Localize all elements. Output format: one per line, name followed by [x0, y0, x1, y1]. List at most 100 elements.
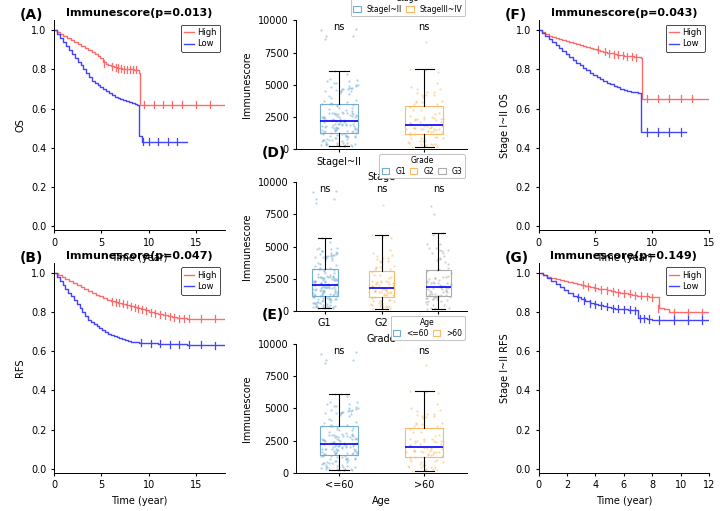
Point	[400, 125, 412, 133]
Point	[421, 305, 433, 313]
Point	[431, 79, 443, 87]
Point	[347, 127, 359, 135]
Point	[325, 116, 337, 124]
Point	[330, 86, 342, 94]
Point	[349, 454, 361, 462]
Point	[428, 125, 439, 133]
Point	[334, 411, 346, 419]
Point	[342, 84, 354, 92]
Point	[423, 244, 434, 252]
Point	[427, 278, 438, 286]
Point	[341, 132, 352, 140]
Point	[341, 135, 353, 143]
Point	[403, 463, 415, 471]
Point	[418, 112, 430, 121]
Point	[343, 406, 355, 414]
Point	[409, 447, 420, 455]
Point	[427, 284, 438, 292]
Point	[406, 467, 418, 475]
Point	[327, 438, 338, 446]
Point	[320, 252, 332, 260]
Point	[429, 293, 441, 301]
Point	[331, 102, 343, 110]
Point	[343, 400, 355, 408]
Point	[426, 249, 438, 257]
Point	[369, 265, 380, 273]
Point	[337, 108, 348, 116]
Point	[434, 254, 446, 262]
Point	[330, 294, 341, 303]
Point	[425, 140, 436, 148]
Point	[374, 271, 385, 279]
Point	[329, 389, 341, 398]
Point	[320, 32, 332, 40]
Point	[443, 272, 454, 281]
Point	[378, 285, 390, 293]
Title: Immunescore(p=0.047): Immunescore(p=0.047)	[66, 251, 212, 261]
Point	[311, 298, 323, 306]
Point	[317, 281, 328, 289]
Point	[322, 273, 333, 282]
Point	[415, 136, 426, 145]
Point	[325, 83, 337, 91]
Point	[341, 449, 353, 457]
Text: ns: ns	[418, 22, 430, 32]
Point	[410, 99, 422, 107]
Point	[436, 247, 447, 255]
Point	[334, 440, 346, 449]
Point	[330, 301, 341, 310]
Point	[351, 434, 362, 442]
Point	[318, 276, 329, 284]
Point	[326, 422, 338, 430]
Point	[348, 122, 359, 130]
Point	[436, 445, 448, 453]
Point	[376, 285, 387, 293]
Point	[325, 129, 337, 137]
Point	[371, 256, 382, 264]
Point	[435, 282, 446, 290]
Point	[335, 409, 346, 417]
Point	[330, 123, 341, 131]
Point	[431, 116, 442, 124]
Point	[427, 230, 438, 239]
Point	[417, 90, 428, 99]
Point	[411, 407, 423, 415]
Point	[346, 128, 357, 136]
Point	[325, 245, 337, 253]
Point	[441, 278, 453, 287]
Point	[347, 449, 359, 457]
Point	[418, 448, 429, 456]
Point	[422, 300, 433, 308]
Point	[323, 303, 335, 311]
Point	[317, 136, 328, 144]
Point	[420, 388, 432, 396]
Point	[317, 274, 328, 282]
Point	[415, 460, 426, 469]
Point	[427, 465, 438, 473]
Point	[441, 296, 453, 304]
Point	[341, 106, 352, 114]
Point	[351, 448, 363, 456]
Point	[349, 132, 361, 140]
Point	[324, 75, 336, 83]
Title: Immunescore(p=0.149): Immunescore(p=0.149)	[551, 251, 698, 261]
Point	[331, 280, 343, 288]
Point	[349, 125, 361, 133]
Point	[421, 410, 433, 418]
Point	[311, 245, 323, 253]
Text: ns: ns	[319, 184, 330, 194]
Point	[319, 283, 330, 291]
Point	[426, 435, 437, 443]
Point	[415, 440, 426, 448]
Point	[431, 100, 443, 108]
Point	[339, 439, 351, 448]
Point	[321, 77, 333, 85]
Point	[330, 295, 341, 304]
Point	[315, 279, 326, 287]
Point	[324, 273, 336, 282]
Point	[341, 429, 352, 437]
Point	[310, 300, 322, 308]
Point	[336, 121, 347, 129]
Point	[377, 254, 389, 263]
Point	[330, 187, 342, 195]
